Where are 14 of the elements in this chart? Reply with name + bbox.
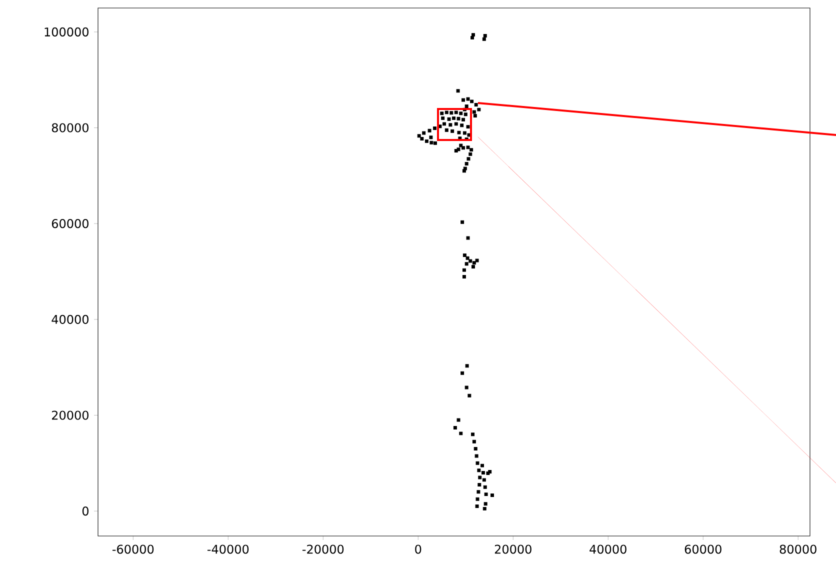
- x-tick-label: 20000: [494, 544, 532, 554]
- x-tick-label: -60000: [112, 544, 154, 554]
- y-tick-label: 20000: [52, 410, 88, 420]
- y-tick-label: 80000: [52, 123, 88, 132]
- x-tick-label: -20000: [302, 544, 344, 554]
- x-tick-label: 40000: [590, 544, 626, 554]
- x-tick-label: 60000: [684, 544, 722, 554]
- y-tick-label: 100000: [44, 27, 88, 36]
- y-tick-label: 40000: [52, 314, 88, 324]
- x-tick-label: 80000: [780, 544, 816, 554]
- x-tick-label: -40000: [207, 544, 249, 554]
- y-tick-label: 60000: [52, 219, 88, 228]
- x-tick-label: 0: [415, 544, 422, 554]
- y-tick-label: 0: [82, 506, 88, 516]
